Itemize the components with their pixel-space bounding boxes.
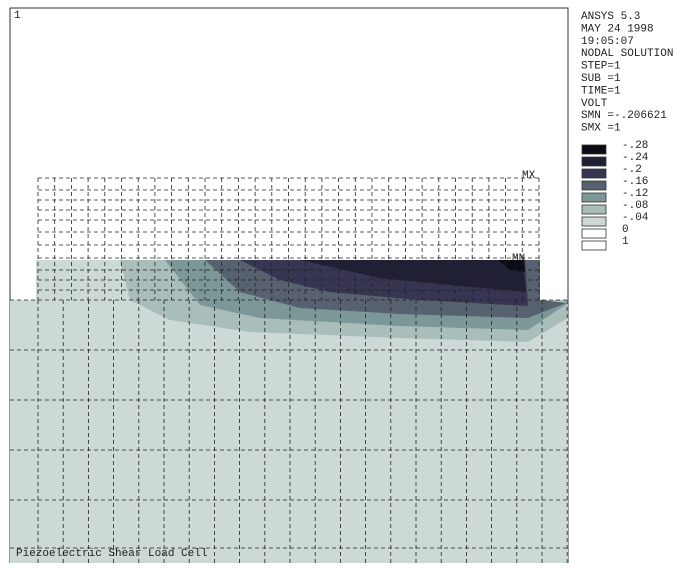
contour-region xyxy=(10,300,568,563)
legend-swatch xyxy=(581,216,607,227)
info-line: SMN =-.206621 xyxy=(581,110,667,122)
legend-swatch xyxy=(581,240,607,251)
contour-region xyxy=(300,260,526,292)
legend-swatch xyxy=(581,144,607,155)
info-line: SUB =1 xyxy=(581,73,621,85)
legend-label: -.12 xyxy=(622,188,648,200)
contour-region xyxy=(498,260,525,272)
legend-label: -.28 xyxy=(622,140,648,152)
info-line: VOLT xyxy=(581,98,608,110)
legend-label: -.16 xyxy=(622,176,648,188)
info-line: SMX =1 xyxy=(581,123,621,135)
legend-swatch xyxy=(581,204,607,215)
window-number: 1 xyxy=(14,10,21,22)
legend-swatch xyxy=(581,228,607,239)
info-line: MAY 24 1998 xyxy=(581,23,654,35)
legend-swatch xyxy=(581,168,607,179)
info-line: NODAL SOLUTION xyxy=(581,48,673,60)
legend-label: -.24 xyxy=(622,152,649,164)
legend-swatch xyxy=(581,192,607,203)
info-line: TIME=1 xyxy=(581,85,621,97)
info-line: STEP=1 xyxy=(581,61,621,73)
legend-swatch xyxy=(581,180,607,191)
max-marker: MX xyxy=(522,170,536,182)
mesh xyxy=(10,177,568,563)
min-marker: MN xyxy=(512,253,525,265)
legend-label: 0 xyxy=(622,224,629,236)
legend-label: -.2 xyxy=(622,164,642,176)
legend-label: -.04 xyxy=(622,212,649,224)
info-line: 19:05:07 xyxy=(581,36,634,48)
legend-label: 1 xyxy=(622,236,629,248)
contour-plot xyxy=(10,260,568,563)
info-line: ANSYS 5.3 xyxy=(581,11,640,23)
legend-swatch xyxy=(581,156,607,167)
caption: Piezoelectric Shear Load Cell xyxy=(16,548,207,560)
legend-label: -.08 xyxy=(622,200,648,212)
